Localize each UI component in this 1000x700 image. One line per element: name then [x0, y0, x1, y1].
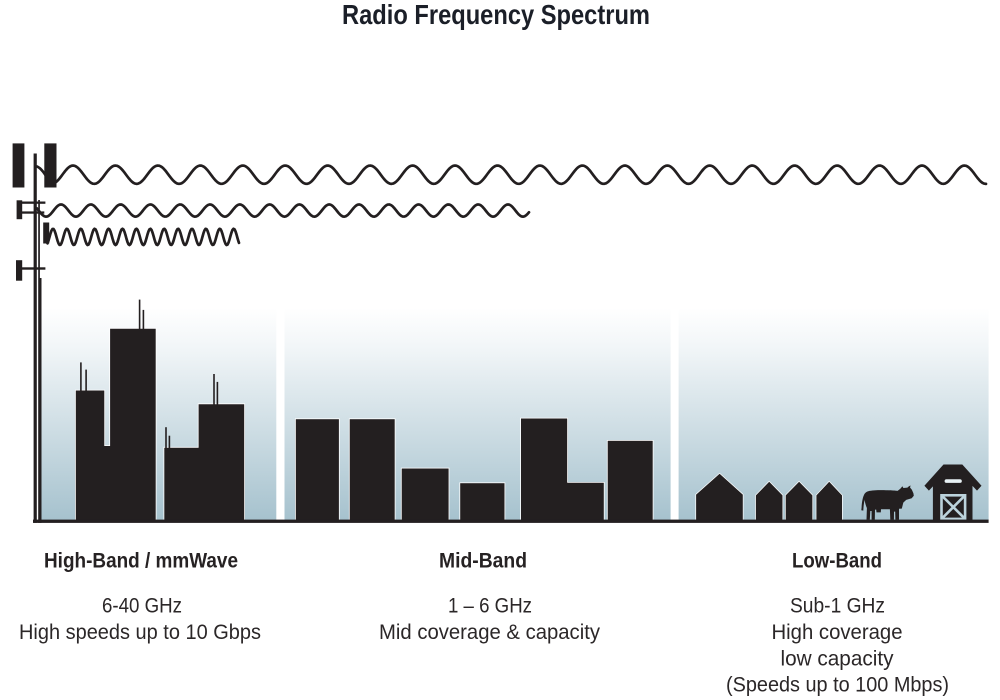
svg-text:High speeds up to 10 Gbps: High speeds up to 10 Gbps — [19, 620, 261, 644]
svg-text:(Speeds up to 100 Mbps): (Speeds up to 100 Mbps) — [726, 673, 949, 697]
svg-text:Mid-Band: Mid-Band — [439, 549, 527, 572]
svg-text:Low-Band: Low-Band — [792, 549, 882, 572]
svg-text:Mid coverage & capacity: Mid coverage & capacity — [379, 620, 600, 644]
svg-text:low capacity: low capacity — [781, 647, 894, 671]
svg-text:Sub-1 GHz: Sub-1 GHz — [790, 593, 885, 617]
svg-text:6-40 GHz: 6-40 GHz — [102, 593, 182, 617]
svg-text:High coverage: High coverage — [772, 620, 903, 644]
svg-text:Radio Frequency Spectrum: Radio Frequency Spectrum — [342, 0, 650, 30]
svg-text:High-Band / mmWave: High-Band / mmWave — [44, 549, 238, 572]
svg-text:1 – 6 GHz: 1 – 6 GHz — [448, 593, 532, 617]
